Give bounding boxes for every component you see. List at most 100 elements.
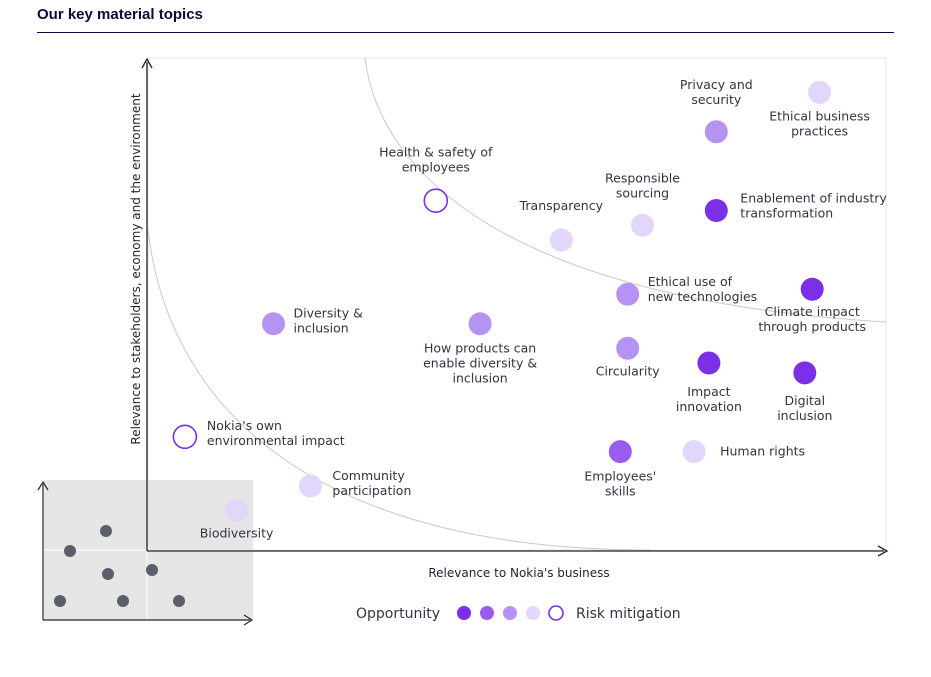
scatter-point-label: Biodiversity (200, 526, 274, 541)
scatter-point (808, 80, 832, 104)
scatter-point-label: Impact innovation (676, 384, 742, 414)
scatter-point-group: Enablement of industry transformation (704, 191, 887, 222)
data-points: Privacy and security Ethical business pract… (172, 77, 887, 541)
y-axis-label: Relevance to stakeholders, economy and t… (129, 93, 143, 444)
scatter-point-label: Nokia's own environmental impact (207, 418, 345, 448)
scatter-point-label-line: Ethical business (769, 108, 870, 123)
scatter-point-group: Ethical use of new technologies (616, 274, 757, 306)
scatter-point-label-line: Diversity & (294, 306, 364, 321)
scatter-point-label: Circularity (596, 363, 661, 378)
scatter-point-label-line: enable diversity & (423, 356, 537, 371)
scatter-point-label-line: Health & safety of (379, 145, 493, 160)
legend-swatch-opportunity-strong (457, 606, 471, 620)
inset-dot (173, 595, 185, 607)
threshold-curve-inner (364, 57, 887, 323)
scatter-point (631, 213, 654, 237)
inset-dot (117, 595, 129, 607)
scatter-point-group: Responsible sourcing (605, 170, 680, 237)
legend-swatch-neutral (503, 606, 517, 620)
plot-frame (147, 57, 887, 551)
scatter-point-group: How products can enable diversity & inclus… (423, 312, 537, 386)
scatter-point (697, 351, 721, 375)
scatter-point-label: Human rights (720, 444, 805, 459)
scatter-point-label: Diversity & inclusion (294, 306, 364, 336)
scatter-point (800, 277, 824, 301)
scatter-point-group: Climate impact through products (758, 277, 866, 334)
scatter-point-group: Nokia's own environmental impact (172, 418, 345, 450)
inset-dot (54, 595, 66, 607)
scatter-point-label: Employees' skills (584, 469, 656, 499)
inset-dot (64, 545, 76, 557)
scatter-point (225, 499, 249, 523)
scatter-point-label-line: new technologies (648, 289, 758, 304)
inset-key-chart (37, 480, 254, 626)
scatter-point (793, 361, 817, 385)
inset-dot (100, 525, 112, 537)
scatter-point-label: Community participation (332, 468, 411, 498)
scatter-point-label: Ethical business practices (769, 108, 870, 138)
threshold-curve-outer (147, 229, 651, 551)
scatter-point-label: Digital inclusion (777, 393, 832, 423)
scatter-point (616, 336, 640, 360)
scatter-point-label-line: environmental impact (207, 433, 345, 448)
scatter-point (172, 424, 198, 450)
scatter-point-label-line: Employees' (584, 469, 656, 484)
scatter-point (262, 312, 285, 336)
scatter-point-label-line: employees (402, 160, 470, 175)
scatter-point-label: Enablement of industry transformation (740, 191, 887, 221)
scatter-point-label-line: Biodiversity (200, 526, 274, 541)
scatter-point-label: How products can enable diversity & inclus… (423, 341, 537, 386)
scatter-point (298, 474, 322, 498)
scatter-point-label-line: Ethical use of (648, 274, 733, 289)
legend-risk-mitigation-label: Risk mitigation (576, 606, 681, 622)
scatter-point-label-line: Digital (785, 393, 826, 408)
scatter-point-group: Privacy and security (680, 77, 753, 144)
scatter-point-group: Biodiversity (200, 499, 274, 541)
scatter-point-label-line: Circularity (596, 363, 661, 378)
legend-swatch-opportunity-medium (480, 606, 494, 620)
scatter-point-label: Privacy and security (680, 77, 753, 107)
y-axis-arrow (141, 57, 153, 69)
legend-swatch-risk-medium (526, 606, 540, 620)
scatter-point (682, 440, 706, 464)
inset-dot (146, 564, 158, 576)
scatter-point-label-line: inclusion (294, 321, 349, 336)
inset-dot (102, 568, 114, 580)
scatter-point-label-line: innovation (676, 399, 742, 414)
title-divider (37, 32, 894, 33)
scatter-point-label-line: Enablement of industry (740, 191, 887, 206)
scatter-point-label-line: Transparency (519, 198, 604, 213)
scatter-point-label-line: Community (332, 468, 405, 483)
scatter-point (549, 228, 573, 252)
scatter-point-label: Responsible sourcing (605, 170, 680, 200)
scatter-point-group: Circularity (596, 336, 661, 378)
scatter-point (616, 282, 640, 306)
scatter-point-label-line: security (691, 92, 742, 107)
legend-opportunity-label: Opportunity (356, 606, 440, 622)
page-title: Our key material topics (37, 6, 203, 23)
scatter-point-label-line: Impact (687, 384, 730, 399)
scatter-point-label-line: practices (791, 123, 848, 138)
scatter-point-group: Diversity & inclusion (262, 306, 363, 336)
scatter-point-group: Transparency (519, 198, 604, 252)
scatter-point (468, 312, 492, 336)
scatter-point-group: Health & safety of employees (379, 145, 493, 213)
scatter-point-label-line: sourcing (616, 185, 669, 200)
scatter-point-label-line: participation (332, 483, 411, 498)
scatter-point-label-line: inclusion (777, 408, 832, 423)
scatter-point-label-line: Human rights (720, 444, 805, 459)
scatter-point-label-line: transformation (740, 206, 833, 221)
scatter-point (423, 188, 449, 213)
x-axis-arrow (877, 545, 889, 557)
scatter-point-label-line: through products (758, 319, 866, 334)
scatter-point-group: Ethical business practices (769, 80, 870, 138)
inset-y-arrow (37, 480, 49, 491)
scatter-point-group: Impact innovation (676, 351, 742, 414)
scatter-point-label-line: Privacy and (680, 77, 753, 92)
scatter-point-label: Ethical use of new technologies (648, 274, 758, 304)
scatter-point-label-line: inclusion (452, 371, 507, 386)
legend: Opportunity Risk mitigation (356, 605, 681, 622)
scatter-point-label-line: Climate impact (765, 304, 860, 319)
scatter-point (704, 120, 728, 144)
